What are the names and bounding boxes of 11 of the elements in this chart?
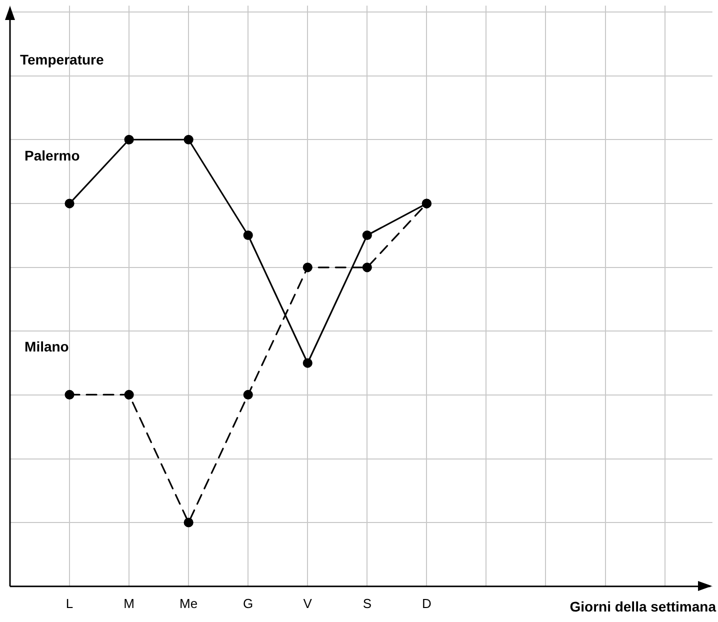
text: Giorni della settimana bbox=[570, 598, 716, 614]
x-tick-label: D bbox=[422, 596, 432, 611]
x-tick-label: L bbox=[66, 596, 74, 611]
x-tick-label: V bbox=[303, 596, 312, 611]
text: Milano bbox=[24, 338, 69, 355]
text: Temperature bbox=[20, 51, 104, 68]
series-label: Palermo bbox=[24, 147, 80, 164]
x-tick-label: S bbox=[362, 596, 372, 611]
x-tick-label: Me bbox=[180, 596, 198, 611]
x-tick-label: G bbox=[243, 596, 254, 611]
x-tick-label: M bbox=[124, 596, 134, 611]
